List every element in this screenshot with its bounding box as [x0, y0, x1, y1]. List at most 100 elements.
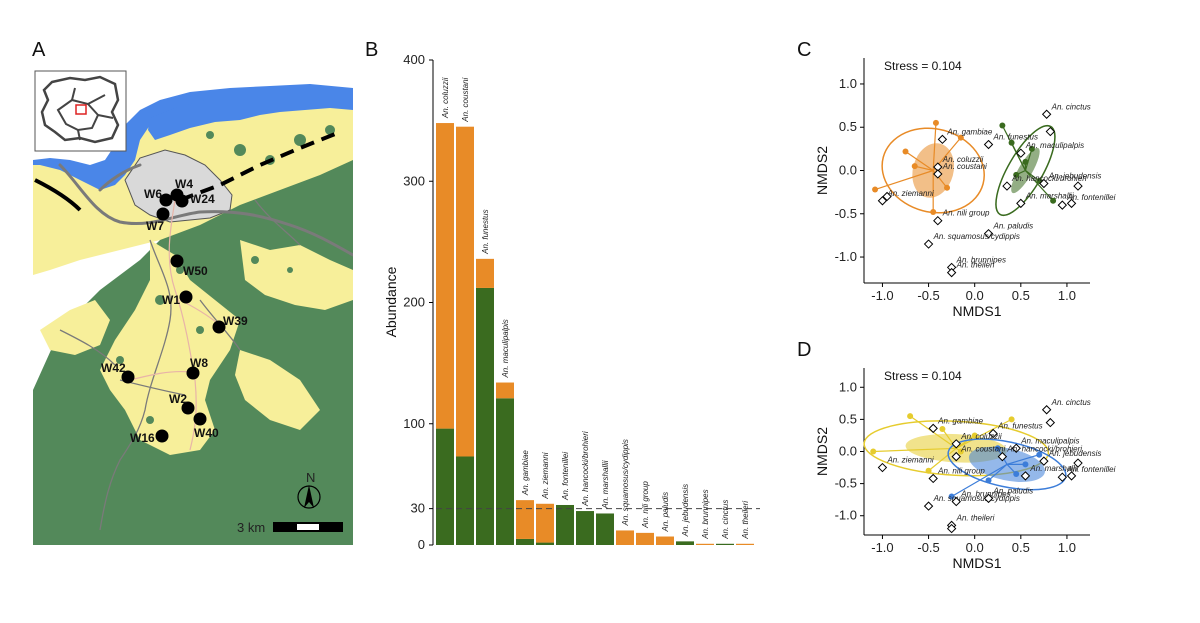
site-marker — [212, 320, 226, 334]
category-label: An. coustani — [461, 77, 470, 122]
y-tick-label: 200 — [403, 295, 425, 310]
river-main — [58, 163, 353, 257]
species-point — [1073, 181, 1083, 191]
category-label: An. cinctus — [721, 500, 730, 540]
x-tick-label: 0.0 — [966, 540, 984, 555]
species-label: An. marshallii — [1025, 191, 1074, 200]
y-tick-label: -1.0 — [835, 249, 857, 264]
species-point — [933, 215, 943, 226]
panel-label-d: D — [797, 339, 811, 361]
savanna-south — [235, 350, 320, 430]
species-label: An. jebudensis — [1048, 171, 1101, 180]
site-label: W24 — [190, 192, 215, 206]
nmds-plot-d: -1.0 -0.5 0.0 0.5 1.0 -1.0 -0.5 0.0 0.5 1.0 NMDS1 N… — [814, 368, 1116, 571]
bar-green — [556, 504, 574, 545]
x-tick-label: 0.5 — [1012, 288, 1030, 303]
site-point — [1036, 451, 1043, 458]
species-label: An. jebudensis — [1048, 449, 1101, 458]
x-tick-label: -1.0 — [871, 288, 893, 303]
site-point — [985, 477, 992, 484]
category-labels: An. coluzzii An. coustani An. funestus An. … — [441, 77, 750, 539]
category-label: An. hancocki/brohieri — [581, 431, 590, 507]
species-point — [1066, 198, 1077, 209]
bar-orange — [496, 382, 514, 399]
spider-line — [905, 150, 934, 171]
species-point — [928, 423, 938, 434]
bar-green — [596, 513, 614, 545]
species-label: An. paludis — [993, 222, 1034, 231]
y-tick-label: 30 — [411, 501, 425, 516]
species-label: An. brunnipes — [956, 255, 1006, 264]
species-label: An. fontenillei — [1066, 193, 1115, 202]
site-label: W40 — [194, 426, 219, 440]
site-point — [872, 186, 879, 193]
site-point — [957, 448, 964, 455]
species-point — [937, 134, 948, 145]
species-point — [983, 139, 994, 150]
category-label: An. ziemanni — [541, 452, 550, 499]
category-label: An. squamosus/cydippis — [621, 439, 630, 526]
site-marker — [179, 290, 193, 304]
species-point — [951, 439, 961, 449]
species-point — [1057, 200, 1068, 210]
site-label: W1 — [162, 293, 180, 307]
site-point — [1008, 139, 1015, 146]
bar-orange — [456, 126, 474, 457]
y-tick-label: 1.0 — [839, 76, 857, 91]
species-label: An. coustani — [960, 445, 1005, 454]
site-point — [994, 445, 1001, 452]
savanna-east — [240, 240, 353, 310]
north-label: N — [306, 470, 315, 485]
species-point — [988, 428, 998, 439]
site-point — [999, 122, 1006, 129]
spider-line — [874, 169, 934, 191]
species-point — [933, 169, 943, 179]
bar-green — [456, 456, 474, 545]
site-point — [1013, 171, 1020, 178]
y-tick-label: 0.5 — [839, 119, 857, 134]
species-label: An. cinctus — [1051, 398, 1091, 407]
x-tick-label: 0.0 — [966, 288, 984, 303]
site-marker — [175, 194, 189, 208]
site-label: W16 — [130, 431, 155, 445]
x-tick-label: 1.0 — [1058, 288, 1076, 303]
y-tick-label: -0.5 — [835, 206, 857, 221]
spider-line — [1024, 170, 1054, 202]
spider-line — [932, 122, 937, 171]
bar-orange — [696, 543, 714, 545]
site-label: W7 — [146, 219, 164, 233]
species-point — [1045, 126, 1056, 137]
panel-label-a: A — [32, 39, 46, 61]
y-tick-label: 300 — [403, 173, 425, 188]
category-label: An. coluzzii — [441, 77, 450, 119]
y-tick-label: 0.0 — [839, 444, 857, 459]
site-point — [957, 134, 964, 141]
species-label: An. coluzzii — [942, 155, 984, 164]
species-point — [951, 451, 961, 462]
x-tick-label: -0.5 — [917, 540, 939, 555]
species-point — [951, 496, 961, 507]
site-label: W2 — [169, 392, 187, 406]
site-point — [911, 163, 918, 170]
bar-orange — [536, 503, 554, 543]
site-marker — [181, 401, 195, 415]
site-point — [902, 148, 909, 155]
species-point — [877, 462, 888, 473]
bar-orange — [656, 536, 674, 545]
site-label: W39 — [223, 314, 248, 328]
study-area-map: W4 W6 W24 W7 W50 W1 W39 W42 W8 W2 W40 W16 N 3 km — [33, 70, 353, 545]
category-label: An. maculipalpis — [501, 319, 510, 378]
bar-green — [516, 538, 534, 545]
bar-orange — [736, 543, 754, 545]
species-label: An. theileri — [956, 261, 995, 270]
species-point — [1041, 405, 1052, 415]
bar-green — [476, 287, 494, 545]
estuary-blue — [148, 88, 353, 140]
site-point — [1022, 158, 1029, 165]
species-label: An. ziemanni — [886, 189, 933, 198]
y-tick-label: -0.5 — [835, 476, 857, 491]
species-point — [1016, 198, 1026, 209]
species-label: An. coluzzii — [960, 432, 1002, 441]
